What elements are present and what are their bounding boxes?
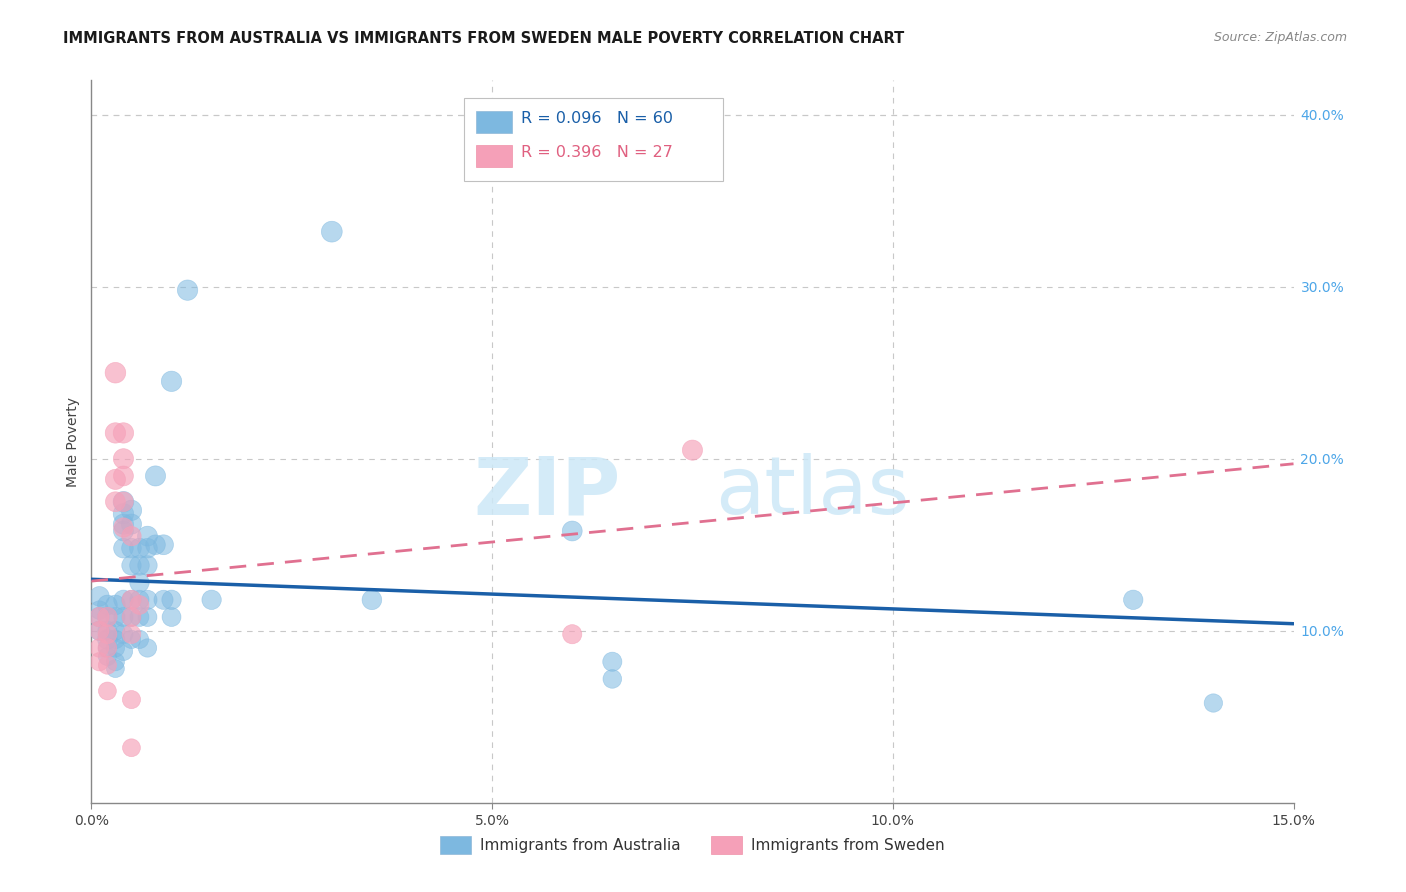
Point [96,649,118,664]
Text: Source: ZipAtlas.com: Source: ZipAtlas.com [1213,31,1347,45]
Point [121,627,143,641]
Point [121,610,143,624]
Point [602,655,624,669]
Point [96,684,118,698]
Point [96,640,118,655]
Point [104,366,127,380]
Bar [477,145,512,167]
Point [136,558,159,573]
Point [89,624,111,638]
Point [136,529,159,543]
Point [561,627,583,641]
Point [152,538,174,552]
Text: IMMIGRANTS FROM AUSTRALIA VS IMMIGRANTS FROM SWEDEN MALE POVERTY CORRELATION CHA: IMMIGRANTS FROM AUSTRALIA VS IMMIGRANTS … [63,31,904,46]
Text: ZIP: ZIP [472,453,620,531]
Point [121,592,143,607]
Point [96,658,118,673]
Point [1122,592,1144,607]
Point [112,517,135,532]
Point [160,375,183,389]
Point [128,558,150,573]
Text: R = 0.096   N = 60: R = 0.096 N = 60 [520,112,672,127]
Point [96,624,118,638]
Point [160,592,183,607]
Point [96,632,118,647]
Point [128,541,150,556]
Point [112,644,135,658]
Text: R = 0.396   N = 27: R = 0.396 N = 27 [520,145,672,161]
Point [104,610,127,624]
Point [96,610,118,624]
Point [201,592,224,607]
Point [121,529,143,543]
Point [321,225,343,239]
Point [89,624,111,638]
Point [112,494,135,508]
Text: atlas: atlas [716,453,910,531]
Point [112,507,135,521]
Point [89,610,111,624]
Point [121,632,143,647]
Point [121,541,143,556]
Point [112,520,135,534]
Bar [477,112,512,133]
Y-axis label: Male Poverty: Male Poverty [66,397,80,486]
Point [89,590,111,604]
Point [121,610,143,624]
Point [112,524,135,538]
Point [89,640,111,655]
Point [136,640,159,655]
Point [89,655,111,669]
Point [602,672,624,686]
Point [104,655,127,669]
Point [121,503,143,517]
Point [145,469,167,483]
Point [112,494,135,508]
Point [128,575,150,590]
Point [96,598,118,612]
Point [112,425,135,440]
Point [176,283,198,297]
Point [128,610,150,624]
Point [136,541,159,556]
FancyBboxPatch shape [464,98,723,181]
Point [121,592,143,607]
Point [104,425,127,440]
Point [121,740,143,755]
Legend: Immigrants from Australia, Immigrants from Sweden: Immigrants from Australia, Immigrants fr… [434,830,950,860]
Point [160,610,183,624]
Point [681,443,703,458]
Point [104,632,127,647]
Point [89,610,111,624]
Point [104,624,127,638]
Point [128,632,150,647]
Point [152,592,174,607]
Point [112,592,135,607]
Point [96,610,118,624]
Point [104,640,127,655]
Point [112,469,135,483]
Point [136,592,159,607]
Point [136,610,159,624]
Point [112,627,135,641]
Point [104,662,127,676]
Point [1202,696,1225,710]
Point [89,603,111,617]
Point [360,592,382,607]
Point [128,598,150,612]
Point [112,610,135,624]
Point [112,541,135,556]
Point [96,627,118,641]
Point [121,558,143,573]
Point [104,494,127,508]
Point [104,598,127,612]
Point [104,472,127,486]
Point [121,692,143,706]
Point [112,451,135,466]
Point [145,538,167,552]
Point [561,524,583,538]
Point [121,517,143,532]
Point [128,592,150,607]
Point [96,640,118,655]
